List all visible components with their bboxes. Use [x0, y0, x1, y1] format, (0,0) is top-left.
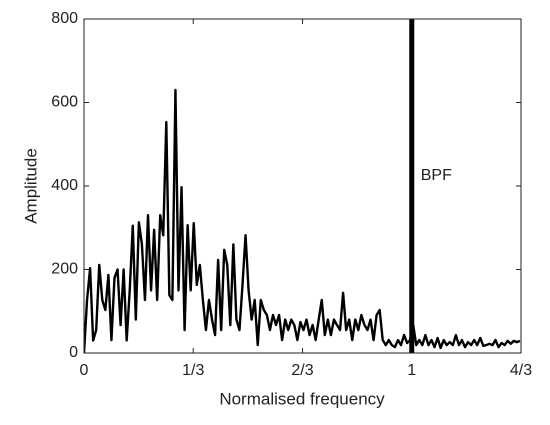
y-tick-label: 800 — [51, 10, 78, 27]
y-tick-label: 600 — [51, 94, 78, 111]
x-axis-label: Normalised frequency — [219, 389, 385, 408]
x-tick-label: 1 — [407, 362, 416, 379]
marker-label: BPF — [421, 167, 452, 184]
x-tick-label: 2/3 — [291, 362, 313, 379]
y-tick-label: 200 — [51, 261, 78, 278]
data-line — [84, 88, 521, 353]
y-tick-label: 0 — [69, 344, 78, 361]
y-tick-label: 400 — [51, 177, 78, 194]
x-tick-label: 4/3 — [510, 362, 532, 379]
x-tick-label: 0 — [80, 362, 89, 379]
plot-frame — [83, 18, 522, 354]
x-tick-label: 1/3 — [182, 362, 204, 379]
y-axis-label: Amplitude — [21, 148, 40, 224]
